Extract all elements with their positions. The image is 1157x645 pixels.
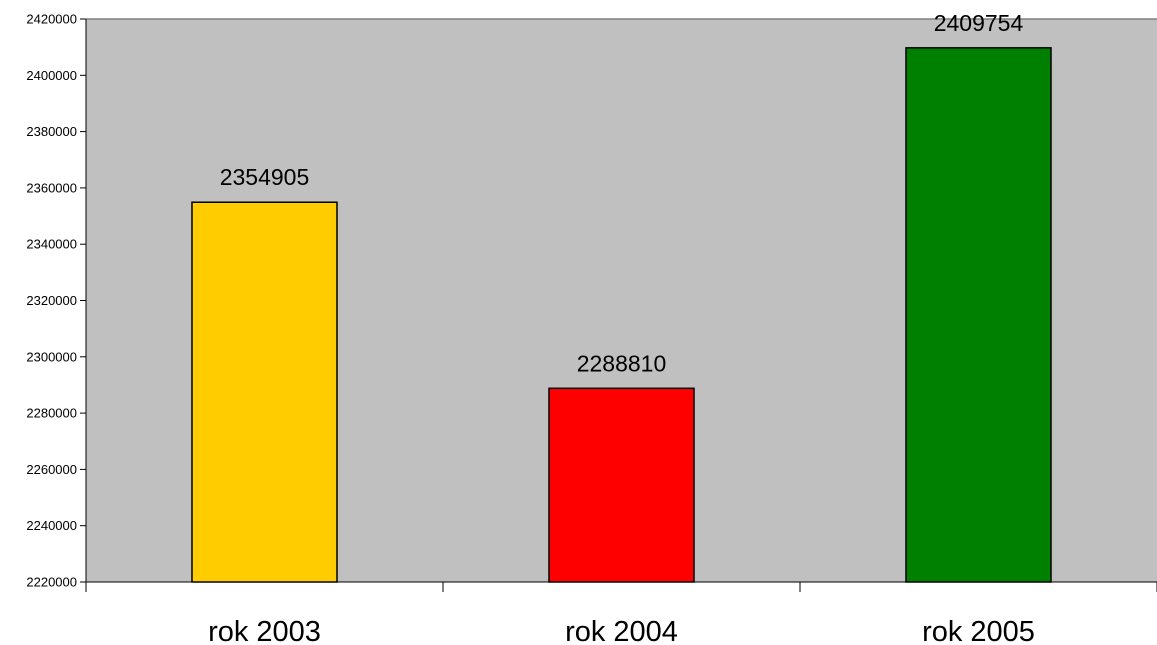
y-tick-label: 2320000	[26, 293, 77, 308]
y-tick-label: 2400000	[26, 68, 77, 83]
y-axis: 2220000 2240000 2260000 2280000 2300000 23200…	[26, 12, 87, 590]
data-labels: 2354905 2288810 2409754	[220, 10, 1024, 376]
data-label: 2288810	[577, 350, 667, 376]
y-tick-label: 2280000	[26, 406, 77, 421]
bar-rok-2004	[548, 387, 695, 583]
x-category-label: rok 2004	[565, 616, 678, 645]
x-axis: rok 2003 rok 2004 rok 2005	[85, 581, 1157, 645]
data-label: 2354905	[220, 164, 310, 190]
y-tick-label: 2240000	[26, 518, 77, 533]
bars	[191, 47, 1052, 583]
x-category-label: rok 2003	[208, 616, 321, 645]
y-tick-label: 2380000	[26, 124, 77, 139]
x-category-label: rok 2005	[922, 616, 1035, 645]
y-tick-label: 2420000	[26, 12, 77, 27]
bar-rok-2005	[905, 47, 1052, 583]
y-tick-label: 2300000	[26, 349, 77, 364]
y-tick-label: 2220000	[26, 575, 77, 590]
y-tick-label: 2340000	[26, 237, 77, 252]
data-label: 2409754	[934, 10, 1024, 36]
y-tick-label: 2260000	[26, 462, 77, 477]
y-tick-label: 2360000	[26, 180, 77, 195]
bar-rok-2003	[191, 201, 338, 583]
